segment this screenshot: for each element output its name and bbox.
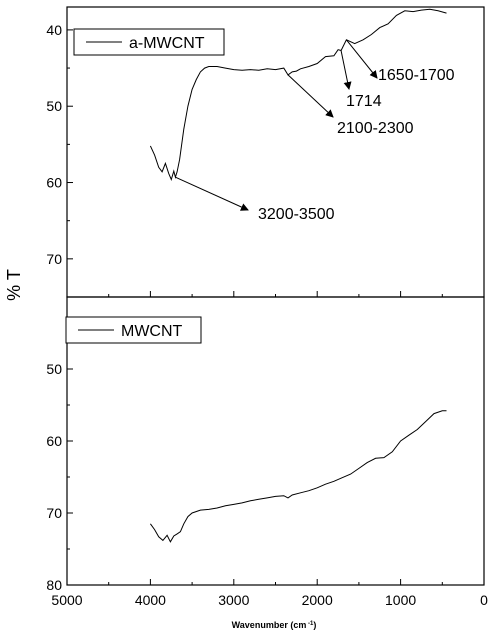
- annotation-arrow: [175, 176, 249, 211]
- y-tick-label: 50: [46, 98, 62, 114]
- x-axis-label: Wavenumber (cm -1): [232, 620, 317, 630]
- x-tick-label: 2000: [302, 592, 333, 608]
- annotation-arrow: [340, 50, 352, 90]
- x-tick-label: 1000: [385, 592, 416, 608]
- annotation-label: 2100-2300: [337, 120, 414, 137]
- annotation-arrow: [345, 39, 378, 79]
- legend-label: a-MWCNT: [129, 35, 205, 52]
- x-tick-label: 5000: [51, 592, 82, 608]
- top-panel: 40 50 60 70 a-MWCNT 1650-1700 1714 2100-2300 320…: [46, 6, 485, 298]
- y-tick-label: 50: [46, 361, 62, 377]
- y-tick-label: 40: [46, 22, 62, 38]
- annotation-label: 1650-1700: [378, 67, 455, 84]
- series-line: [149, 410, 447, 543]
- y-tick-label: 60: [46, 433, 62, 449]
- annotation-label: 1714: [346, 93, 382, 110]
- annotation-label: 3200-3500: [258, 206, 335, 223]
- x-tick-label: 4000: [135, 592, 166, 608]
- annotation-arrow: [287, 74, 334, 118]
- y-tick-label: 70: [46, 505, 62, 521]
- y-axis-label: % T: [4, 269, 24, 301]
- y-tick-label: 80: [46, 577, 62, 593]
- y-tick-label: 70: [46, 251, 62, 267]
- y-tick-label: 60: [46, 175, 62, 191]
- x-tick-label: 0: [480, 592, 488, 608]
- legend-label: MWCNT: [121, 323, 183, 340]
- x-tick-label: 3000: [218, 592, 249, 608]
- series-line: [149, 8, 447, 181]
